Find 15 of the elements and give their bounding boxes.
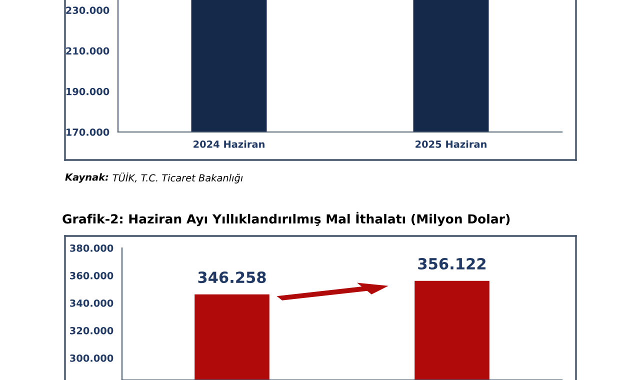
y-tick-label: 170.000 (66, 128, 110, 136)
data-label: 346.258 (198, 272, 266, 284)
x-tick-label: 2025 Haziran (416, 140, 486, 148)
y-tick-label: 300.000 (70, 354, 114, 362)
y-tick-label: 320.000 (70, 326, 114, 334)
y-tick-label: 340.000 (70, 299, 114, 307)
y-tick-label: 360.000 (70, 272, 114, 280)
data-label: 356.122 (418, 258, 486, 270)
y-tick-label: 230.000 (66, 6, 110, 14)
y-tick-label: 380.000 (70, 244, 114, 252)
text: Kaynak: TÜİK, T.C. Ticaret Bakanlığı (65, 172, 243, 184)
y-tick-label: 190.000 (66, 88, 110, 96)
chart-title: Grafik-2: Haziran Ayı Yıllıklandırılmış Mal İthalatı (Milyon Dolar) (62, 212, 510, 226)
x-tick-label: 2024 Haziran (194, 140, 264, 148)
y-tick-label: 210.000 (66, 47, 110, 55)
